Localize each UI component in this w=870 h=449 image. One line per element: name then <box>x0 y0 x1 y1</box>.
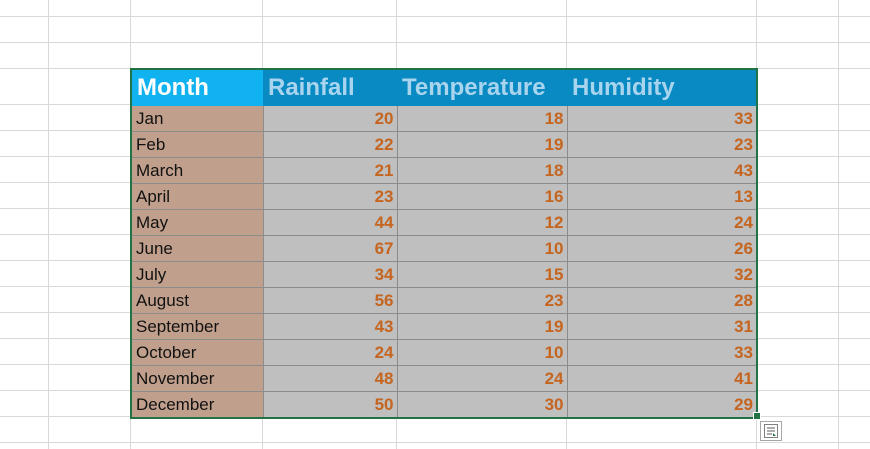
humidity-cell[interactable]: 41 <box>567 365 758 392</box>
table-row: May 44 12 24 <box>131 209 758 236</box>
table-row: June 67 10 26 <box>131 235 758 262</box>
month-cell[interactable]: September <box>131 313 264 340</box>
temperature-cell[interactable]: 19 <box>397 131 568 158</box>
rainfall-cell[interactable]: 24 <box>263 339 398 366</box>
temperature-cell[interactable]: 12 <box>397 209 568 236</box>
humidity-cell[interactable]: 43 <box>567 157 758 184</box>
rainfall-cell[interactable]: 20 <box>263 106 398 132</box>
month-cell[interactable]: August <box>131 287 264 314</box>
month-cell[interactable]: June <box>131 235 264 262</box>
rainfall-cell[interactable]: 43 <box>263 313 398 340</box>
temperature-cell[interactable]: 16 <box>397 183 568 210</box>
table-row: September 43 19 31 <box>131 313 758 340</box>
header-cell-rainfall[interactable]: Rainfall <box>263 69 397 106</box>
month-cell[interactable]: Jan <box>131 106 264 132</box>
rainfall-cell[interactable]: 67 <box>263 235 398 262</box>
humidity-cell[interactable]: 29 <box>567 391 758 419</box>
rainfall-cell[interactable]: 23 <box>263 183 398 210</box>
month-cell[interactable]: March <box>131 157 264 184</box>
column-gridline <box>838 0 839 449</box>
temperature-cell[interactable]: 18 <box>397 106 568 132</box>
temperature-cell[interactable]: 23 <box>397 287 568 314</box>
table-row: July 34 15 32 <box>131 261 758 288</box>
temperature-cell[interactable]: 10 <box>397 235 568 262</box>
temperature-cell[interactable]: 18 <box>397 157 568 184</box>
fill-handle[interactable] <box>753 412 761 420</box>
table-row: November 48 24 41 <box>131 365 758 392</box>
row-gridline <box>0 16 870 17</box>
temperature-cell[interactable]: 30 <box>397 391 568 419</box>
humidity-cell[interactable]: 23 <box>567 131 758 158</box>
rainfall-cell[interactable]: 21 <box>263 157 398 184</box>
humidity-cell[interactable]: 33 <box>567 339 758 366</box>
selected-data-range[interactable]: Month Rainfall Temperature Humidity Jan … <box>130 68 758 419</box>
month-cell[interactable]: October <box>131 339 264 366</box>
table-row: October 24 10 33 <box>131 339 758 366</box>
table-row: March 21 18 43 <box>131 157 758 184</box>
humidity-cell[interactable]: 33 <box>567 106 758 132</box>
header-row: Month Rainfall Temperature Humidity <box>131 69 757 106</box>
table-row: Feb 22 19 23 <box>131 131 758 158</box>
quick-analysis-icon <box>764 424 778 438</box>
header-cell-humidity[interactable]: Humidity <box>567 69 757 106</box>
temperature-cell[interactable]: 15 <box>397 261 568 288</box>
humidity-cell[interactable]: 26 <box>567 235 758 262</box>
month-cell[interactable]: April <box>131 183 264 210</box>
column-gridline <box>48 0 49 449</box>
humidity-cell[interactable]: 13 <box>567 183 758 210</box>
month-cell[interactable]: December <box>131 391 264 419</box>
month-cell[interactable]: Feb <box>131 131 264 158</box>
header-cell-month[interactable]: Month <box>131 69 263 106</box>
rainfall-cell[interactable]: 48 <box>263 365 398 392</box>
temperature-cell[interactable]: 24 <box>397 365 568 392</box>
header-cell-temperature[interactable]: Temperature <box>397 69 567 106</box>
rainfall-cell[interactable]: 56 <box>263 287 398 314</box>
rainfall-cell[interactable]: 34 <box>263 261 398 288</box>
humidity-cell[interactable]: 28 <box>567 287 758 314</box>
quick-analysis-button[interactable] <box>760 421 782 441</box>
humidity-cell[interactable]: 24 <box>567 209 758 236</box>
temperature-cell[interactable]: 10 <box>397 339 568 366</box>
table-row: Jan 20 18 33 <box>131 106 758 132</box>
table-row: December 50 30 29 <box>131 391 758 419</box>
table-row: April 23 16 13 <box>131 183 758 210</box>
temperature-cell[interactable]: 19 <box>397 313 568 340</box>
humidity-cell[interactable]: 32 <box>567 261 758 288</box>
rainfall-cell[interactable]: 44 <box>263 209 398 236</box>
month-cell[interactable]: November <box>131 365 264 392</box>
rainfall-cell[interactable]: 22 <box>263 131 398 158</box>
row-gridline <box>0 442 870 443</box>
table-row: August 56 23 28 <box>131 287 758 314</box>
month-cell[interactable]: July <box>131 261 264 288</box>
humidity-cell[interactable]: 31 <box>567 313 758 340</box>
rainfall-cell[interactable]: 50 <box>263 391 398 419</box>
month-cell[interactable]: May <box>131 209 264 236</box>
row-gridline <box>0 42 870 43</box>
